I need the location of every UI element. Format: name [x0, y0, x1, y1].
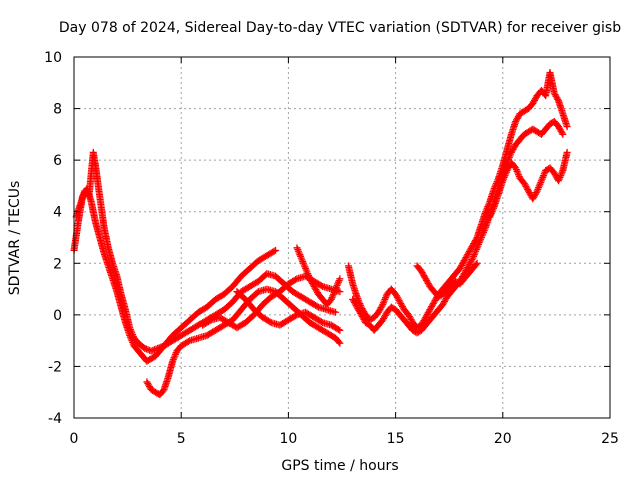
data-point: [332, 308, 340, 316]
plot-frame: [73, 56, 611, 419]
data-point-fill: [334, 325, 342, 333]
data-point-fill: [317, 318, 325, 326]
data-point-fill: [292, 312, 300, 320]
data-point: [336, 275, 344, 283]
y-tick-label: -4: [48, 411, 62, 427]
data-point: [272, 246, 280, 254]
data-point-fill: [270, 247, 278, 255]
data-point: [473, 259, 481, 267]
data-point-fill: [317, 282, 325, 290]
data-point-fill: [558, 129, 566, 137]
data-point: [336, 326, 344, 334]
data-point-fill: [313, 302, 321, 310]
y-tick-label: 0: [53, 308, 62, 324]
x-tick-label: 15: [387, 431, 405, 447]
y-tick-label: 2: [53, 256, 62, 272]
data-point: [563, 123, 571, 131]
data-point-fill: [472, 261, 480, 269]
grid-lines: [74, 57, 610, 418]
data-point-fill: [554, 95, 562, 103]
y-tick-label: 6: [53, 153, 62, 169]
data-points: [70, 68, 571, 399]
data-point: [563, 148, 571, 156]
data-point-fill: [206, 317, 214, 325]
data-point-fill: [292, 276, 300, 284]
y-tick-label: 4: [53, 205, 62, 221]
x-tick-label: 25: [601, 431, 619, 447]
data-point-fill: [378, 302, 386, 310]
data-point: [336, 288, 344, 296]
chart-title: Day 078 of 2024, Sidereal Day-to-day VTE…: [59, 20, 621, 36]
axis-ticks: 0 5 10 15 20 25 -4 -2 0 2 4 6 8 10: [44, 50, 619, 447]
x-tick-label: 20: [494, 431, 512, 447]
x-tick-label: 5: [177, 431, 186, 447]
data-point-fill: [532, 189, 540, 197]
x-axis-label: GPS time / hours: [281, 458, 398, 474]
data-point: [559, 130, 567, 138]
data-point-fill: [184, 338, 192, 346]
data-point-fill: [266, 318, 274, 326]
x-tick-label: 10: [279, 431, 297, 447]
y-tick-label: 8: [53, 102, 62, 118]
x-tick-label: 0: [70, 431, 79, 447]
data-point: [336, 339, 344, 347]
data-point-fill: [468, 256, 476, 264]
y-tick-label: 10: [44, 50, 62, 66]
y-tick-label: -2: [48, 359, 62, 375]
data-point-fill: [335, 338, 343, 346]
y-axis-label: SDTVAR / TECUs: [7, 181, 23, 296]
